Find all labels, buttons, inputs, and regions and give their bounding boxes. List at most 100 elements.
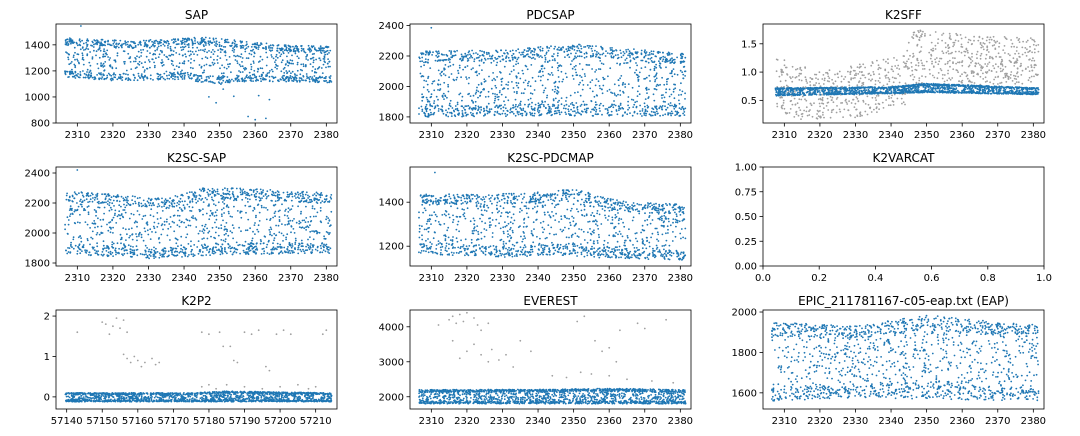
data-point — [833, 83, 835, 85]
data-point — [800, 99, 802, 101]
data-point — [1029, 77, 1031, 79]
data-point — [207, 57, 209, 59]
data-point — [445, 59, 447, 61]
data-point — [935, 45, 937, 47]
data-point — [99, 45, 101, 47]
data-point — [552, 89, 554, 91]
data-point — [822, 112, 824, 114]
data-point — [419, 61, 421, 63]
data-point — [989, 42, 991, 44]
data-point — [225, 52, 227, 54]
data-point — [600, 68, 602, 70]
data-point — [671, 62, 673, 64]
data-point — [104, 42, 106, 44]
data-point — [508, 81, 510, 83]
data-point — [79, 77, 81, 79]
data-point — [624, 86, 626, 88]
data-point — [123, 61, 125, 63]
data-point — [669, 89, 671, 91]
data-point — [199, 79, 201, 81]
data-point — [942, 78, 944, 80]
data-point — [599, 110, 601, 112]
data-point — [296, 75, 298, 77]
data-point — [925, 76, 927, 78]
data-point — [841, 81, 843, 83]
data-point — [163, 78, 165, 80]
data-point — [558, 49, 560, 51]
data-point — [522, 70, 524, 72]
data-point — [446, 97, 448, 99]
data-point — [581, 48, 583, 50]
data-point — [665, 92, 667, 94]
data-point — [152, 44, 154, 46]
data-point — [161, 76, 163, 78]
data-point — [154, 54, 156, 56]
data-point — [566, 50, 568, 52]
data-point — [270, 45, 272, 47]
data-point — [993, 83, 995, 85]
data-point — [503, 58, 505, 60]
data-point — [537, 108, 539, 110]
data-point — [989, 57, 991, 59]
data-point — [74, 52, 76, 54]
data-point — [125, 73, 127, 75]
data-point — [170, 48, 172, 50]
data-point — [255, 48, 257, 50]
data-point — [427, 89, 429, 91]
data-point — [474, 58, 476, 60]
data-point — [315, 81, 317, 83]
data-point — [675, 111, 677, 113]
data-point — [602, 48, 604, 50]
data-point — [466, 105, 468, 107]
data-point — [910, 75, 912, 77]
data-point — [276, 68, 278, 70]
data-point — [271, 47, 273, 49]
data-point — [524, 104, 526, 106]
data-point — [652, 53, 654, 55]
data-point — [896, 59, 898, 61]
data-point — [642, 108, 644, 110]
data-point — [531, 106, 533, 108]
data-point — [307, 77, 309, 79]
data-point — [550, 110, 552, 112]
data-point — [480, 92, 482, 94]
data-point — [518, 114, 520, 116]
data-point — [76, 75, 78, 77]
data-point — [781, 105, 783, 107]
data-point — [970, 62, 972, 64]
data-point — [575, 65, 577, 67]
data-point — [932, 75, 934, 77]
data-point — [955, 69, 957, 71]
data-point — [972, 60, 974, 62]
data-point — [805, 79, 807, 81]
data-point — [289, 77, 291, 79]
data-point — [154, 67, 156, 69]
data-point — [493, 102, 495, 104]
data-point — [477, 53, 479, 55]
data-point — [619, 90, 621, 92]
data-point — [247, 46, 249, 48]
data-point — [210, 65, 212, 67]
data-point — [504, 88, 506, 90]
data-point — [666, 61, 668, 63]
data-point — [654, 61, 656, 63]
data-point — [565, 48, 567, 50]
data-point — [619, 94, 621, 96]
data-point — [957, 62, 959, 64]
data-point — [201, 66, 203, 68]
data-point — [534, 54, 536, 56]
data-point — [322, 50, 324, 52]
data-point — [170, 50, 172, 52]
data-point — [284, 49, 286, 51]
data-point — [284, 79, 286, 81]
data-point — [236, 46, 238, 48]
data-point — [118, 47, 120, 49]
data-point — [128, 46, 130, 48]
data-point — [104, 45, 106, 47]
data-point — [92, 58, 94, 60]
data-point — [613, 104, 615, 106]
data-point — [511, 71, 513, 73]
data-point — [552, 105, 554, 107]
data-point — [104, 51, 106, 53]
data-point — [242, 47, 244, 49]
